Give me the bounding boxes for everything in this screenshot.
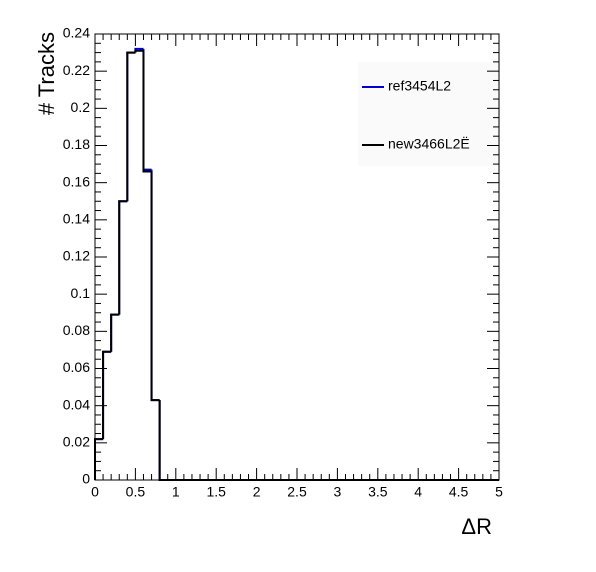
histogram-bin	[102, 350, 112, 440]
histogram-bin	[150, 171, 160, 402]
x-tick-label: 3.5	[368, 484, 388, 500]
x-tick-label: 4.5	[449, 484, 469, 500]
legend-label: ref3454L2	[388, 78, 451, 94]
plot-frame	[94, 33, 500, 481]
histogram-bin	[126, 51, 136, 202]
histogram-bin	[142, 48, 152, 171]
x-tick-label: 3	[334, 484, 342, 500]
histogram-bin	[142, 50, 152, 173]
y-tick-label: 0.02	[63, 434, 90, 450]
y-tick-label: 0.04	[63, 396, 90, 412]
x-axis-label: ΔR	[461, 514, 492, 539]
y-axis-label: # Tracks	[34, 32, 59, 115]
legend-box	[358, 62, 500, 166]
x-tick-label: 0	[91, 484, 99, 500]
y-tick-label: 0.16	[63, 173, 90, 189]
y-tick-label: 0	[82, 471, 90, 487]
histogram-bin	[94, 438, 104, 480]
x-tick-label: 2	[253, 484, 261, 500]
x-tick-label: 5	[495, 484, 503, 500]
y-tick-label: 0.1	[71, 285, 91, 301]
histogram-bin	[110, 313, 120, 352]
histogram-bin	[118, 200, 128, 315]
y-tick-label: 0.2	[71, 99, 91, 115]
x-tick-label: 4	[414, 484, 422, 500]
x-tick-label: 1.5	[206, 484, 226, 500]
y-tick-label: 0.18	[63, 136, 90, 152]
histogram-bin	[150, 169, 160, 402]
histogram-bin	[158, 400, 168, 481]
histogram-bin	[126, 51, 136, 202]
histogram-bin	[102, 350, 112, 440]
x-tick-label: 0.5	[126, 484, 146, 500]
histogram-bin	[134, 49, 144, 53]
histogram-bin	[110, 313, 120, 352]
y-tick-label: 0.22	[63, 62, 90, 78]
histogram-bin	[158, 400, 168, 481]
y-tick-label: 0.06	[63, 359, 90, 375]
histogram-bin	[118, 200, 128, 315]
histogram-bin	[94, 438, 104, 480]
y-tick-label: 0.14	[63, 211, 90, 227]
y-tick-label: 0.08	[63, 322, 90, 338]
x-tick-label: 1	[172, 484, 180, 500]
x-tick-label: 2.5	[287, 484, 307, 500]
y-tick-label: 0.24	[63, 25, 90, 41]
legend-label: new3466L2Ë	[388, 136, 470, 152]
y-tick-label: 0.12	[63, 248, 90, 264]
